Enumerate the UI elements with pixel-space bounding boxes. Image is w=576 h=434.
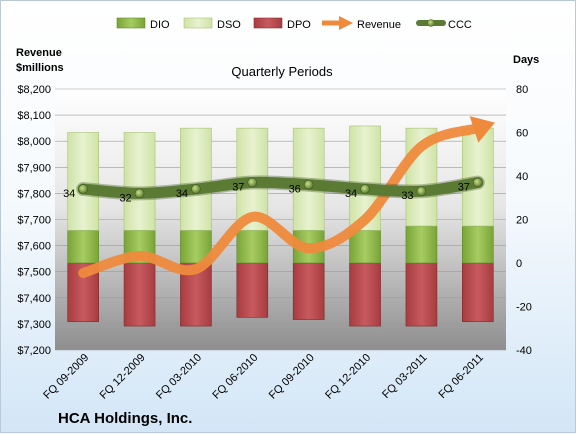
left-tick-label: $8,000 bbox=[17, 136, 51, 148]
ccc-data-label: 36 bbox=[289, 184, 301, 196]
dpo-bar bbox=[405, 262, 438, 327]
legend-label-revenue: Revenue bbox=[357, 19, 401, 31]
legend: DIO DSO DPO Revenue CCC bbox=[116, 16, 472, 31]
x-tick-label: FQ 09-2009 bbox=[41, 352, 91, 402]
ccc-data-label: 34 bbox=[345, 188, 357, 200]
left-tick-label: $7,700 bbox=[17, 215, 51, 227]
left-axis-ticks: $7,200 $7,300 $7,400 $7,500 $7,600 $7,700 $7,8… bbox=[17, 84, 51, 357]
right-tick-label: -20 bbox=[516, 302, 532, 314]
left-tick-label: $7,500 bbox=[17, 267, 51, 279]
left-tick-label: $7,200 bbox=[17, 345, 51, 357]
left-tick-label: $8,200 bbox=[17, 84, 51, 96]
dpo-bar bbox=[236, 262, 269, 318]
dio-bar bbox=[67, 230, 99, 264]
x-tick-label: FQ 06-2010 bbox=[210, 352, 260, 402]
left-tick-label: $7,300 bbox=[17, 319, 51, 331]
ccc-point bbox=[134, 188, 145, 199]
company-name: HCA Holdings, Inc. bbox=[58, 410, 192, 427]
dpo-bar bbox=[349, 262, 381, 327]
legend-label-dpo: DPO bbox=[287, 19, 311, 31]
ccc-data-label: 34 bbox=[63, 188, 75, 200]
right-tick-label: 0 bbox=[516, 258, 522, 270]
ccc-point bbox=[360, 184, 370, 194]
dio-bar bbox=[349, 230, 381, 264]
plot-title: Quarterly Periods bbox=[231, 64, 333, 79]
revenue-arrowhead bbox=[469, 116, 495, 143]
right-axis-title: Days bbox=[513, 54, 539, 66]
dso-bar bbox=[180, 127, 212, 231]
legend-label-dso: DSO bbox=[217, 19, 241, 31]
ccc-point bbox=[191, 184, 201, 194]
ccc-data-label: 37 bbox=[458, 182, 470, 194]
x-tick-label: FQ 09-2010 bbox=[267, 352, 317, 402]
ccc-point bbox=[78, 184, 88, 194]
ccc-point bbox=[247, 177, 258, 188]
legend-label-ccc: CCC bbox=[448, 19, 472, 31]
x-tick-label: FQ 03-2010 bbox=[154, 352, 204, 402]
right-tick-label: 60 bbox=[516, 128, 528, 140]
left-tick-label: $7,600 bbox=[17, 241, 51, 253]
legend-swatch-dio bbox=[116, 17, 146, 29]
x-tick-label: FQ 03-2011 bbox=[380, 352, 429, 401]
left-tick-label: $7,900 bbox=[17, 162, 51, 174]
dpo-bar bbox=[123, 262, 156, 327]
left-tick-label: $7,800 bbox=[17, 188, 51, 200]
ccc-point bbox=[303, 179, 314, 190]
ccc-data-label: 37 bbox=[232, 182, 244, 194]
ccc-series: 34 32 34 37 36 34 33 37 bbox=[63, 175, 485, 204]
ccc-point bbox=[473, 177, 483, 188]
ccc-data-label: 32 bbox=[119, 192, 131, 204]
legend-swatch-dso bbox=[183, 17, 213, 29]
right-tick-label: 80 bbox=[516, 84, 528, 96]
right-tick-label: -40 bbox=[516, 345, 532, 357]
dio-bar bbox=[405, 225, 438, 264]
revenue-series bbox=[78, 116, 495, 279]
right-tick-label: 40 bbox=[516, 171, 528, 183]
legend-label-dio: DIO bbox=[150, 19, 170, 31]
left-axis-title-line1: Revenue bbox=[16, 47, 62, 59]
x-tick-label: FQ 12-2009 bbox=[98, 352, 148, 402]
left-tick-label: $8,100 bbox=[17, 110, 51, 122]
ccc-data-label: 33 bbox=[401, 190, 413, 202]
ccc-data-label: 34 bbox=[176, 188, 188, 200]
left-tick-label: $7,400 bbox=[17, 293, 51, 305]
ccc-point bbox=[416, 186, 427, 197]
dso-bar bbox=[123, 132, 156, 231]
x-axis-labels: FQ 09-2009 FQ 12-2009 FQ 03-2010 FQ 06-2010… bbox=[41, 352, 486, 402]
x-tick-label: FQ 12-2010 bbox=[323, 352, 373, 402]
dio-bar bbox=[236, 230, 269, 264]
dio-bar bbox=[462, 225, 494, 264]
legend-swatch-revenue bbox=[322, 16, 353, 30]
right-axis-ticks: -40 -20 0 20 40 60 80 bbox=[516, 84, 532, 357]
legend-swatch-ccc bbox=[416, 19, 446, 27]
dpo-bar bbox=[292, 262, 325, 320]
dso-bar bbox=[67, 132, 99, 231]
legend-swatch-dpo bbox=[253, 17, 283, 29]
right-tick-label: 20 bbox=[516, 215, 528, 227]
bars bbox=[67, 125, 494, 327]
x-tick-label: FQ 06-2011 bbox=[437, 352, 486, 401]
left-axis-title-line2: $millions bbox=[16, 62, 64, 74]
dpo-bar bbox=[462, 262, 494, 323]
revenue-line bbox=[78, 123, 483, 279]
